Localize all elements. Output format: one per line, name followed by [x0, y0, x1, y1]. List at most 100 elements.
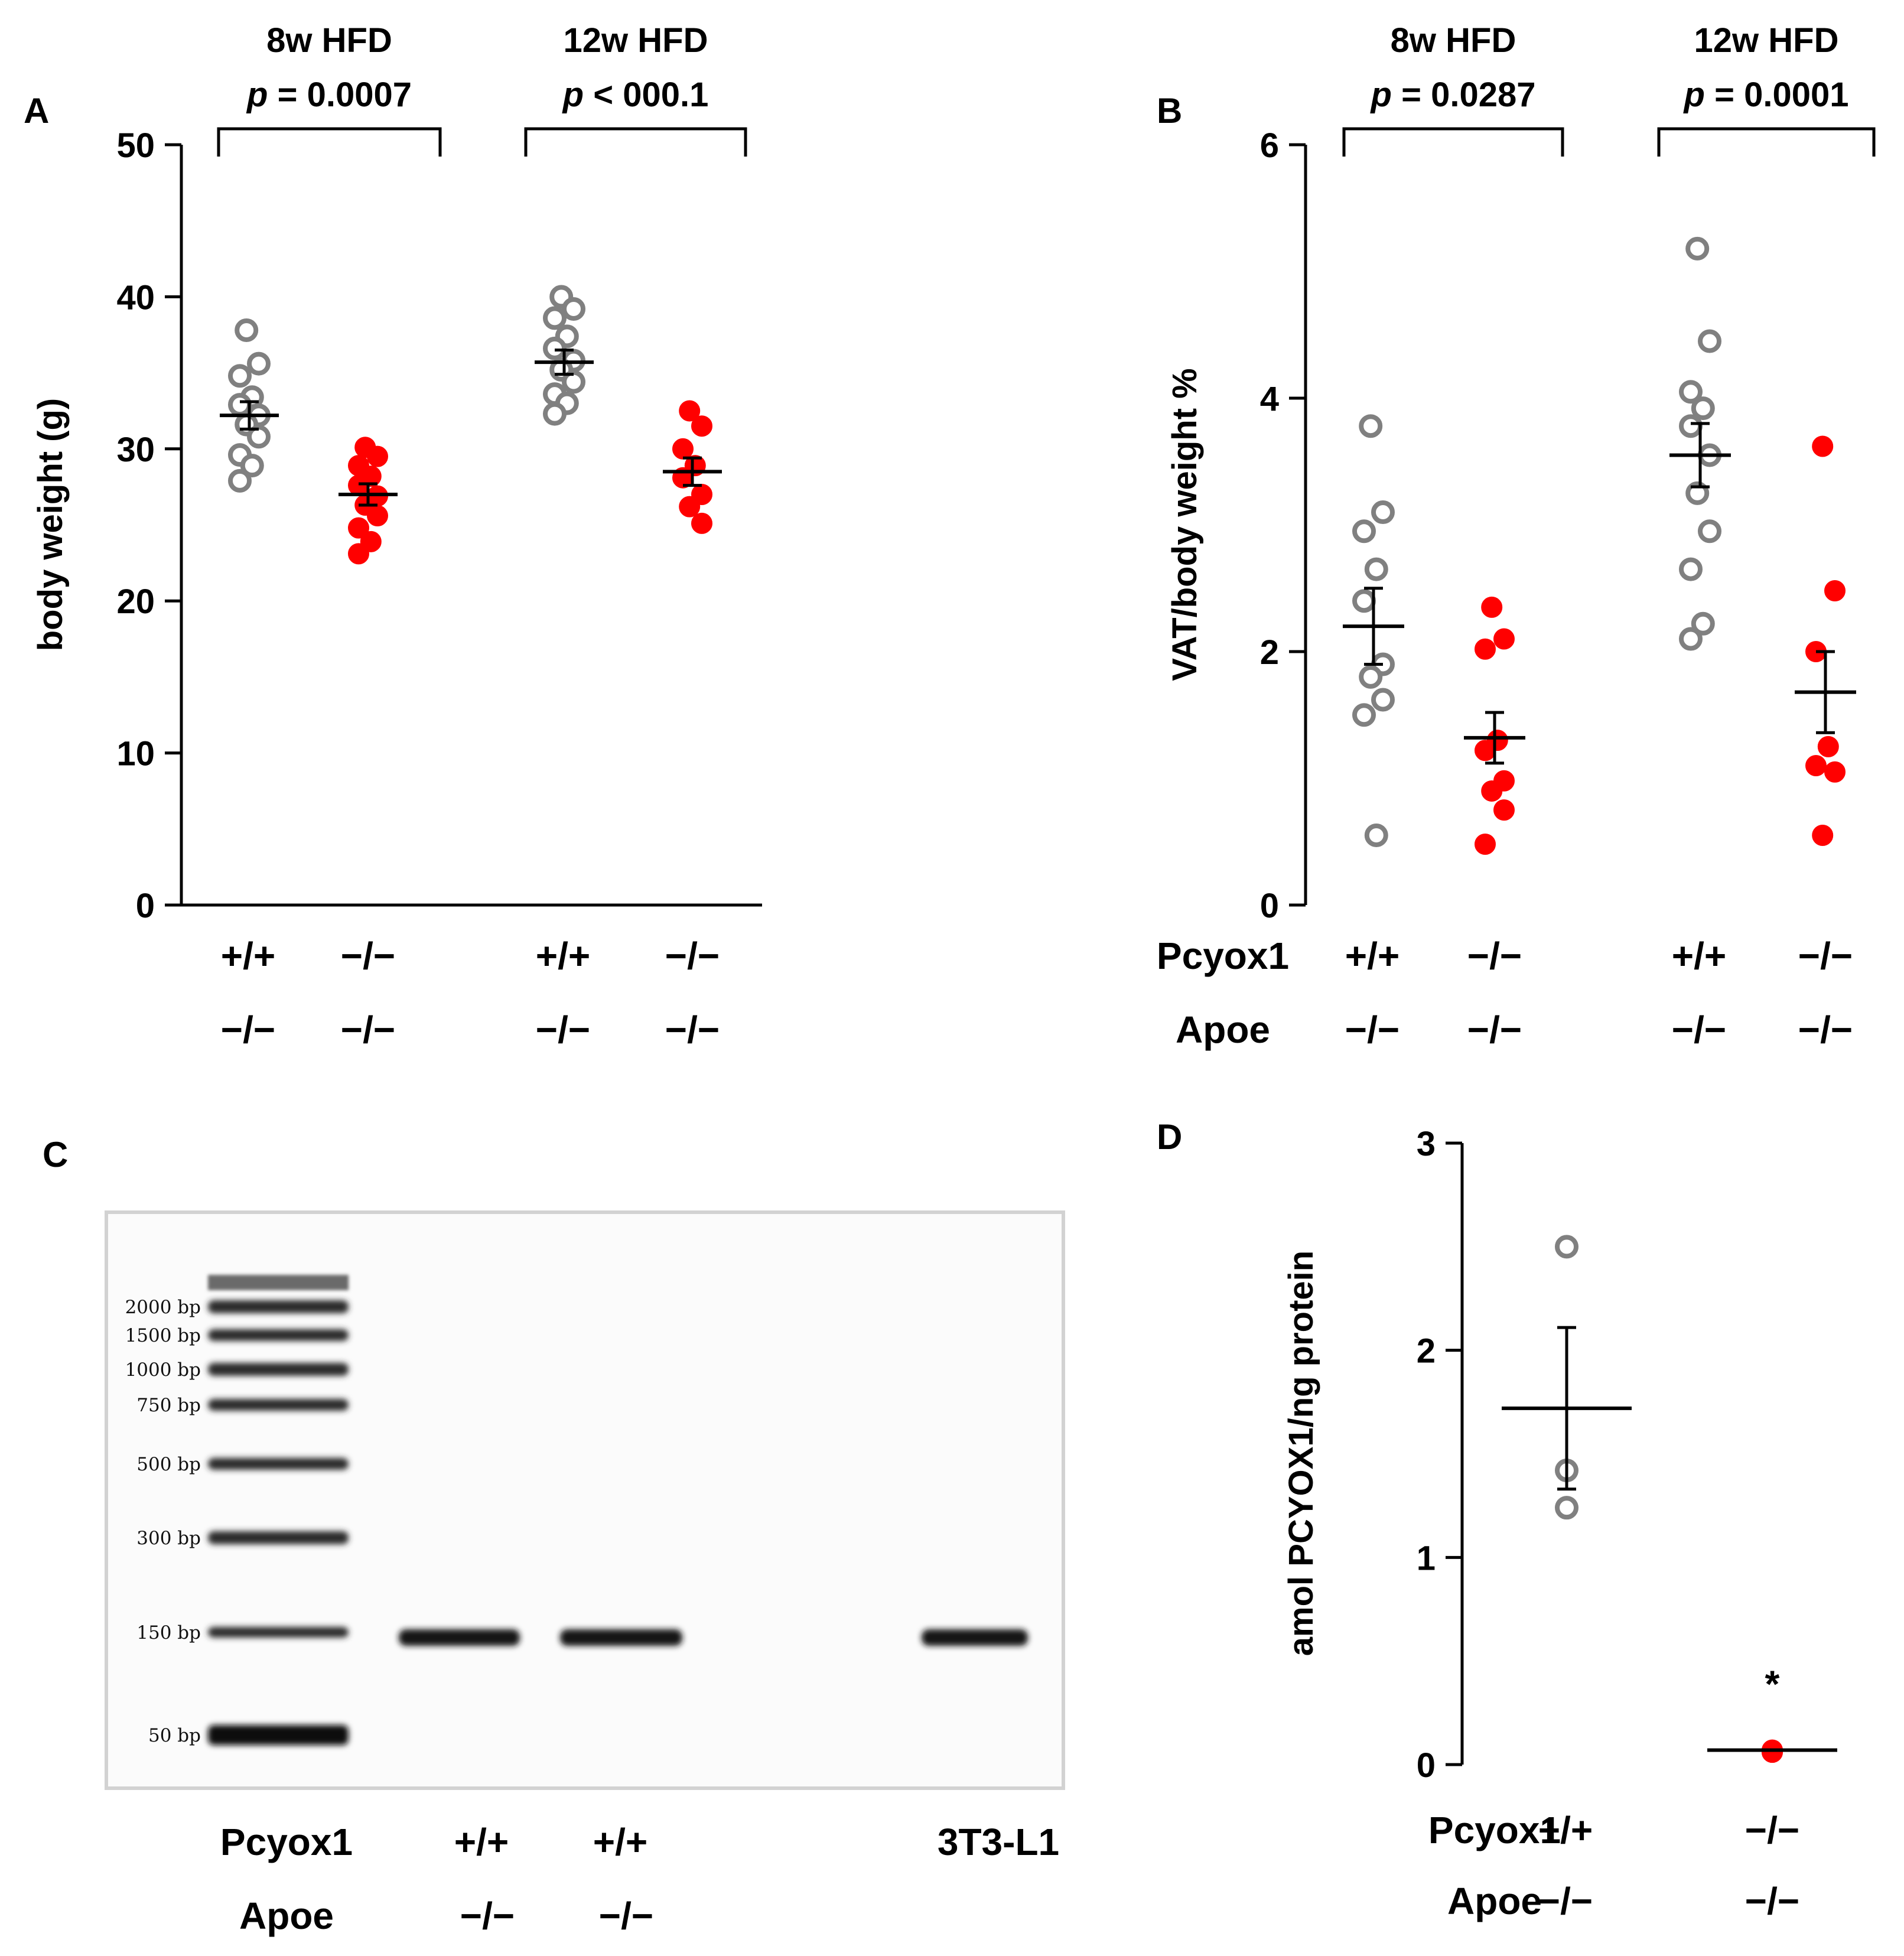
x-genotype-pcyox1: +/+: [221, 935, 276, 977]
ladder-size-label: 50 bp: [148, 1725, 201, 1746]
sample-bands: [399, 1629, 1028, 1646]
series-group: [339, 437, 398, 565]
significance-bracket: [1657, 127, 1876, 157]
row-label-pcyox1: Pcyox1: [1428, 1809, 1561, 1851]
x-genotype-pcyox1: +/+: [536, 935, 591, 977]
x-genotype-pcyox1: −/−: [1467, 935, 1522, 977]
gel-lane-labels: Pcyox1 Apoe +/+ −/− +/+ −/− 3T3-L1: [220, 1821, 1059, 1937]
panel-letter-a: A: [24, 91, 49, 131]
row-label-pcyox1: Pcyox1: [1157, 935, 1289, 977]
series-group: [220, 318, 279, 493]
data-point: [235, 318, 259, 343]
x-genotype-pcyox1: +/+: [1345, 935, 1400, 977]
significance-bracket: [524, 127, 747, 157]
ladder-band: [208, 1329, 349, 1341]
data-point: [543, 336, 567, 360]
group-title: 12w HFD: [564, 21, 708, 60]
row-label-apoe: Apoe: [1447, 1880, 1542, 1922]
x-genotype-apoe: −/−: [665, 1008, 720, 1051]
data-point: [1481, 780, 1503, 802]
data-point: [1679, 414, 1703, 438]
p-value: = 0.0287: [1392, 76, 1536, 114]
y-axis-title: body weight (g): [31, 398, 70, 652]
y-tick-label: 4: [1260, 380, 1279, 418]
data-point: [1493, 799, 1515, 821]
data-point: [1371, 688, 1395, 712]
ladder-band: [208, 1458, 349, 1470]
x-genotype-pcyox1: −/−: [1798, 935, 1853, 977]
panel-a-chart: 0 10 20 30 40 50 body weight (g) 8w HFD p = 0.00…: [31, 21, 762, 1051]
ladder-labels: 2000 bp 1500 bp 1000 bp 750 bp 500 bp 300 bp 1…: [125, 1297, 201, 1746]
series-group: [535, 285, 594, 426]
x-genotype-apoe: −/−: [221, 1008, 276, 1051]
row-label-pcyox1: Pcyox1: [220, 1821, 353, 1863]
y-axis-title: VAT/body weight %: [1166, 368, 1204, 681]
x-genotype-pcyox1: −/−: [665, 935, 720, 977]
ladder-size-label: 500 bp: [136, 1454, 201, 1475]
series-group: [1795, 435, 1856, 847]
series-group: [1343, 414, 1404, 848]
panel-b-chart: 0 2 4 6 VAT/body weight % 8w HFD p = 0.0287 12w…: [1157, 21, 1876, 1051]
data-point: [1805, 755, 1827, 777]
row-label-apoe: Apoe: [1176, 1008, 1270, 1051]
data-point: [367, 445, 388, 467]
significance-asterisk: *: [1765, 1662, 1780, 1705]
data-point: [1555, 1235, 1578, 1259]
ladder-band: [208, 1399, 349, 1411]
data-point: [1817, 735, 1839, 757]
group-title: 8w HFD: [1391, 21, 1516, 60]
data-point: [1475, 638, 1496, 660]
x-genotype-apoe: −/−: [1345, 1008, 1400, 1051]
data-point: [1359, 665, 1383, 689]
p-symbol: p: [1370, 76, 1392, 114]
panel-letter-c: C: [43, 1135, 68, 1174]
ladder-size-label: 2000 bp: [125, 1297, 201, 1318]
data-point: [679, 496, 701, 518]
data-point: [1698, 329, 1721, 353]
data-point: [1364, 557, 1388, 581]
data-point: [1691, 396, 1715, 421]
data-point: [543, 306, 567, 330]
lane-label-bottom: −/−: [599, 1895, 654, 1937]
p-value-label: p = 0.0007: [246, 76, 412, 114]
x-genotype-pcyox1: +/+: [1538, 1809, 1593, 1851]
data-point: [1352, 589, 1376, 613]
ladder-band: [208, 1363, 349, 1376]
series-group: [1464, 596, 1525, 855]
ladder-band: [208, 1725, 349, 1745]
y-tick-label: 6: [1260, 126, 1279, 165]
x-genotype-apoe: −/−: [1745, 1880, 1800, 1922]
panel-letter-b: B: [1157, 91, 1182, 131]
ladder-size-label: 750 bp: [136, 1395, 201, 1416]
data-point: [348, 517, 369, 539]
y-tick-label: 2: [1417, 1332, 1436, 1371]
data-point: [691, 415, 712, 437]
data-point: [1352, 519, 1376, 543]
data-point: [543, 402, 567, 426]
data-point: [1812, 825, 1834, 847]
x-genotype-pcyox1: −/−: [1745, 1809, 1800, 1851]
pcr-band-150bp: [922, 1629, 1028, 1646]
p-symbol: p: [562, 76, 584, 114]
y-tick-label: 10: [116, 735, 155, 773]
group-title: 12w HFD: [1694, 21, 1839, 60]
y-tick-label: 0: [136, 887, 155, 925]
data-point: [1679, 627, 1703, 651]
series-group: [1502, 1235, 1632, 1520]
ladder-well: [208, 1275, 349, 1290]
data-point: [1685, 481, 1710, 505]
panel-d-chart: 0 1 2 3 amol PCYOX1/ng protein +/+ −/− −/− −/− Pc…: [1282, 1125, 1837, 1922]
data-point: [247, 352, 271, 376]
data-point: [562, 370, 585, 394]
ladder-size-label: 1000 bp: [125, 1359, 201, 1381]
y-tick-label: 0: [1417, 1746, 1436, 1785]
x-genotype-apoe: −/−: [341, 1008, 396, 1051]
y-axis-title: amol PCYOX1/ng protein: [1282, 1251, 1320, 1656]
lane-label-top: +/+: [593, 1821, 648, 1863]
x-genotype-apoe: −/−: [1672, 1008, 1727, 1051]
data-point: [1679, 380, 1703, 404]
series-group: [1707, 1739, 1837, 1763]
ladder-size-label: 1500 bp: [125, 1325, 201, 1346]
lane-label-top: 3T3-L1: [938, 1821, 1059, 1863]
gel-image: [105, 1210, 1065, 1790]
